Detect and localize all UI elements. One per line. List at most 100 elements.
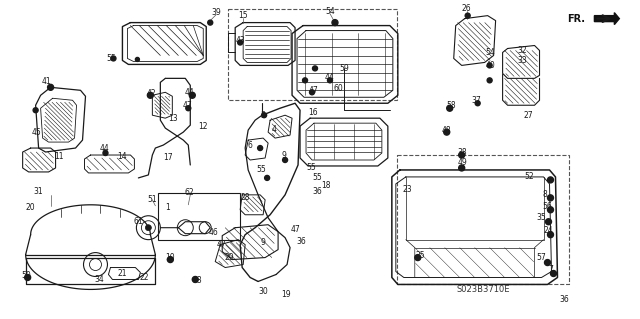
Text: 5: 5 xyxy=(260,111,266,120)
Text: 10: 10 xyxy=(166,253,175,262)
Circle shape xyxy=(487,63,492,68)
Text: 6: 6 xyxy=(248,141,253,150)
Text: 47: 47 xyxy=(290,225,300,234)
Text: 11: 11 xyxy=(54,152,63,160)
Circle shape xyxy=(186,106,191,111)
Text: 47: 47 xyxy=(308,86,318,95)
Circle shape xyxy=(444,129,450,135)
Text: 35: 35 xyxy=(537,213,547,222)
Circle shape xyxy=(447,105,452,111)
Text: 28: 28 xyxy=(241,193,250,202)
Text: 38: 38 xyxy=(458,147,467,157)
Text: 60: 60 xyxy=(333,84,343,93)
Text: 40: 40 xyxy=(486,61,495,70)
Circle shape xyxy=(415,255,420,261)
Text: 12: 12 xyxy=(198,122,208,131)
Bar xyxy=(158,193,240,240)
Text: 17: 17 xyxy=(163,152,173,161)
Circle shape xyxy=(550,271,557,277)
Text: 47: 47 xyxy=(182,101,192,110)
Text: 58: 58 xyxy=(446,101,456,110)
Circle shape xyxy=(465,13,470,18)
Circle shape xyxy=(312,66,317,71)
Circle shape xyxy=(487,78,492,83)
Circle shape xyxy=(303,78,308,83)
Circle shape xyxy=(547,232,554,238)
Text: 32: 32 xyxy=(518,46,527,55)
Text: 22: 22 xyxy=(140,273,149,282)
Text: 47: 47 xyxy=(216,240,226,249)
Bar xyxy=(228,9,397,100)
Circle shape xyxy=(264,175,269,181)
Text: 53: 53 xyxy=(193,276,202,285)
Text: S023B3710E: S023B3710E xyxy=(457,285,510,294)
Text: 23: 23 xyxy=(403,185,413,194)
Text: 36: 36 xyxy=(312,187,322,197)
Circle shape xyxy=(328,78,332,83)
Text: 16: 16 xyxy=(308,108,318,117)
Text: 48: 48 xyxy=(442,126,452,135)
Text: 59: 59 xyxy=(339,64,349,73)
Text: 54: 54 xyxy=(486,48,495,57)
Text: 55: 55 xyxy=(256,166,266,174)
Circle shape xyxy=(147,92,154,98)
Text: 51: 51 xyxy=(148,195,157,204)
Text: 43: 43 xyxy=(236,36,245,45)
Circle shape xyxy=(547,177,554,183)
Text: 20: 20 xyxy=(26,203,35,212)
Text: 31: 31 xyxy=(34,187,44,197)
Text: 9: 9 xyxy=(282,151,287,160)
Circle shape xyxy=(25,274,31,280)
Circle shape xyxy=(208,20,212,25)
Circle shape xyxy=(111,56,116,61)
Text: 45: 45 xyxy=(32,128,42,137)
Text: 36: 36 xyxy=(296,237,306,246)
Text: 41: 41 xyxy=(42,77,51,86)
Circle shape xyxy=(332,19,338,26)
Polygon shape xyxy=(595,13,620,25)
Text: 54: 54 xyxy=(325,7,335,16)
Circle shape xyxy=(545,260,550,265)
Text: 49: 49 xyxy=(458,159,468,167)
Text: 42: 42 xyxy=(147,89,156,98)
Text: 13: 13 xyxy=(168,114,178,123)
Circle shape xyxy=(192,277,198,282)
Circle shape xyxy=(189,92,195,98)
Text: 21: 21 xyxy=(118,269,127,278)
Circle shape xyxy=(547,207,554,213)
Circle shape xyxy=(475,101,480,106)
Text: 33: 33 xyxy=(518,56,527,65)
Text: 56: 56 xyxy=(543,202,552,211)
Text: 1: 1 xyxy=(165,203,170,212)
Circle shape xyxy=(136,57,140,62)
Text: 19: 19 xyxy=(281,290,291,299)
Text: 29: 29 xyxy=(225,253,234,262)
Text: 25: 25 xyxy=(416,251,426,260)
Text: 36: 36 xyxy=(559,295,570,304)
Polygon shape xyxy=(595,15,614,23)
Text: 27: 27 xyxy=(524,111,533,120)
Text: 9: 9 xyxy=(260,238,266,247)
Text: 50: 50 xyxy=(22,271,31,280)
Text: 39: 39 xyxy=(211,8,221,17)
Text: 44: 44 xyxy=(100,144,109,152)
Circle shape xyxy=(310,90,314,95)
Text: 37: 37 xyxy=(472,96,481,105)
Text: 15: 15 xyxy=(238,11,248,20)
Text: 55: 55 xyxy=(306,163,316,173)
Text: 14: 14 xyxy=(118,152,127,160)
Text: 44: 44 xyxy=(325,73,335,82)
Text: 8: 8 xyxy=(542,190,547,199)
Circle shape xyxy=(545,219,552,225)
Circle shape xyxy=(258,145,262,151)
Text: 55: 55 xyxy=(107,54,116,63)
Circle shape xyxy=(262,113,267,118)
Circle shape xyxy=(167,256,173,263)
Text: 57: 57 xyxy=(537,253,547,262)
Circle shape xyxy=(459,165,465,171)
Circle shape xyxy=(547,195,554,201)
Text: 24: 24 xyxy=(544,226,554,235)
Bar xyxy=(397,155,570,285)
Text: 46: 46 xyxy=(209,228,218,237)
Text: 61: 61 xyxy=(134,217,143,226)
